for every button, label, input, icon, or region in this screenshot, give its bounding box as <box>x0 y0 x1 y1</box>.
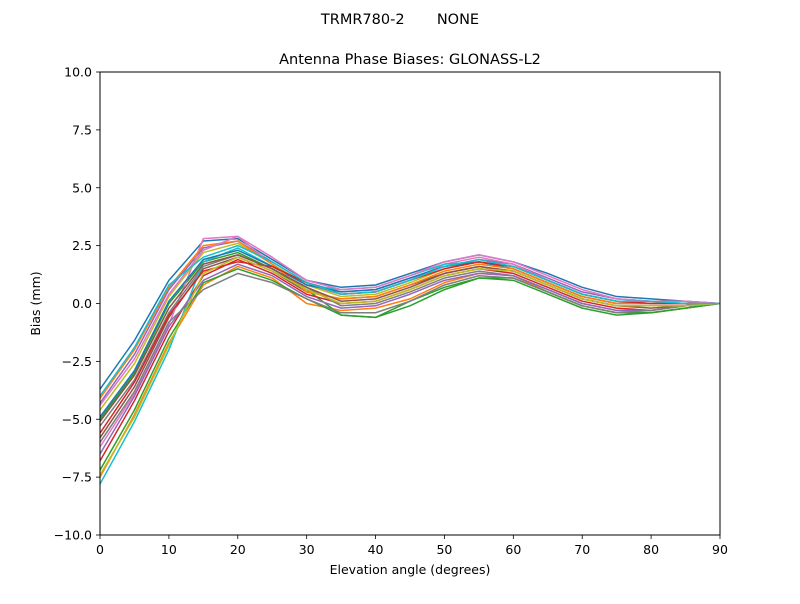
y-tick-label: −2.5 <box>62 354 92 369</box>
y-tick-label: 2.5 <box>72 238 92 253</box>
x-axis-label: Elevation angle (degrees) <box>330 562 491 577</box>
y-tick-label: 10.0 <box>64 65 92 80</box>
y-axis-ticks: −10.0 −7.5 −5.0 −2.5 0.0 2.5 5.0 7.5 10.0 <box>54 65 100 543</box>
x-tick-label: 90 <box>712 542 728 557</box>
y-tick-label: −10.0 <box>54 528 92 543</box>
x-tick-label: 80 <box>643 542 659 557</box>
x-tick-label: 10 <box>161 542 177 557</box>
x-tick-label: 30 <box>299 542 315 557</box>
figure-suptitle: TRMR780-2 NONE <box>320 12 479 28</box>
series-layer <box>100 235 720 485</box>
y-axis-label: Bias (mm) <box>28 271 43 335</box>
series-line-18 <box>100 272 720 444</box>
y-tick-label: 7.5 <box>72 122 92 137</box>
y-tick-label: 0.0 <box>72 296 92 311</box>
y-tick-label: −5.0 <box>62 412 92 427</box>
x-tick-label: 50 <box>436 542 452 557</box>
x-tick-label: 20 <box>230 542 246 557</box>
x-tick-label: 0 <box>96 542 104 557</box>
chart-title: Antenna Phase Biases: GLONASS-L2 <box>279 52 541 68</box>
series-line-1 <box>100 237 720 390</box>
x-tick-label: 40 <box>368 542 384 557</box>
y-tick-label: 5.0 <box>72 180 92 195</box>
x-tick-label: 60 <box>505 542 521 557</box>
series-line-12 <box>100 240 720 400</box>
series-line-19 <box>100 256 720 476</box>
series-line-15 <box>100 263 720 455</box>
x-tick-label: 70 <box>574 542 590 557</box>
series-line-20 <box>100 244 720 397</box>
x-axis-ticks: 0 10 20 30 40 50 60 70 80 90 <box>96 535 728 557</box>
y-tick-label: −7.5 <box>62 470 92 485</box>
series-line-17 <box>100 235 720 407</box>
